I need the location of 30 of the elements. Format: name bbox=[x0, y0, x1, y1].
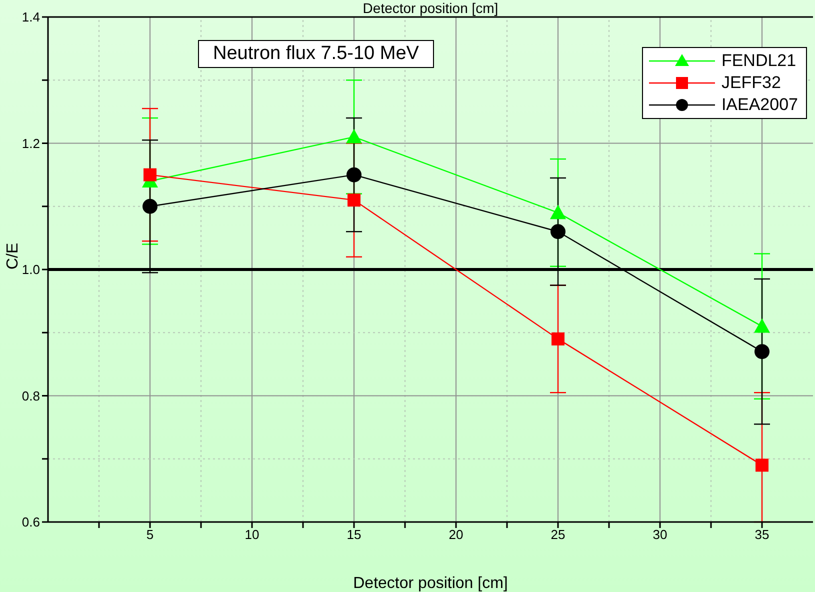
point bbox=[552, 332, 564, 346]
point bbox=[754, 344, 770, 360]
point bbox=[348, 194, 360, 207]
y-tick-label: 0.8 bbox=[22, 388, 40, 404]
point bbox=[550, 224, 566, 240]
point bbox=[754, 318, 770, 333]
point bbox=[142, 198, 158, 214]
point bbox=[144, 168, 156, 182]
x-tick-label: 15 bbox=[346, 527, 362, 542]
x-tick-label: 5 bbox=[146, 527, 154, 542]
x-axis-title: Detector position [cm] bbox=[353, 575, 508, 592]
point bbox=[346, 128, 362, 144]
y-tick-label: 0.6 bbox=[22, 514, 40, 530]
x-tick-label: 20 bbox=[448, 527, 464, 542]
legend-label: JEFF32 bbox=[721, 72, 781, 94]
text: Neutron flux 7.5-10 MeV bbox=[198, 40, 434, 68]
legend-label: IAEA2007 bbox=[721, 94, 798, 116]
x-tick-label: 25 bbox=[550, 527, 566, 542]
x-tick-label: 10 bbox=[244, 527, 260, 542]
y-tick-label: 1.2 bbox=[22, 136, 40, 151]
y-axis-title: C/E bbox=[4, 242, 22, 270]
x-tick-label: 35 bbox=[754, 527, 770, 542]
point bbox=[756, 458, 768, 472]
y-tick-label: 1.0 bbox=[22, 262, 40, 278]
x-tick-label: 30 bbox=[652, 527, 668, 542]
x2-axis-title: Detector position [cm] bbox=[362, 0, 500, 17]
point bbox=[346, 167, 362, 182]
point bbox=[550, 204, 566, 220]
legend-label: FENDL21 bbox=[721, 50, 796, 72]
y-tick-label: 1.4 bbox=[22, 10, 40, 25]
